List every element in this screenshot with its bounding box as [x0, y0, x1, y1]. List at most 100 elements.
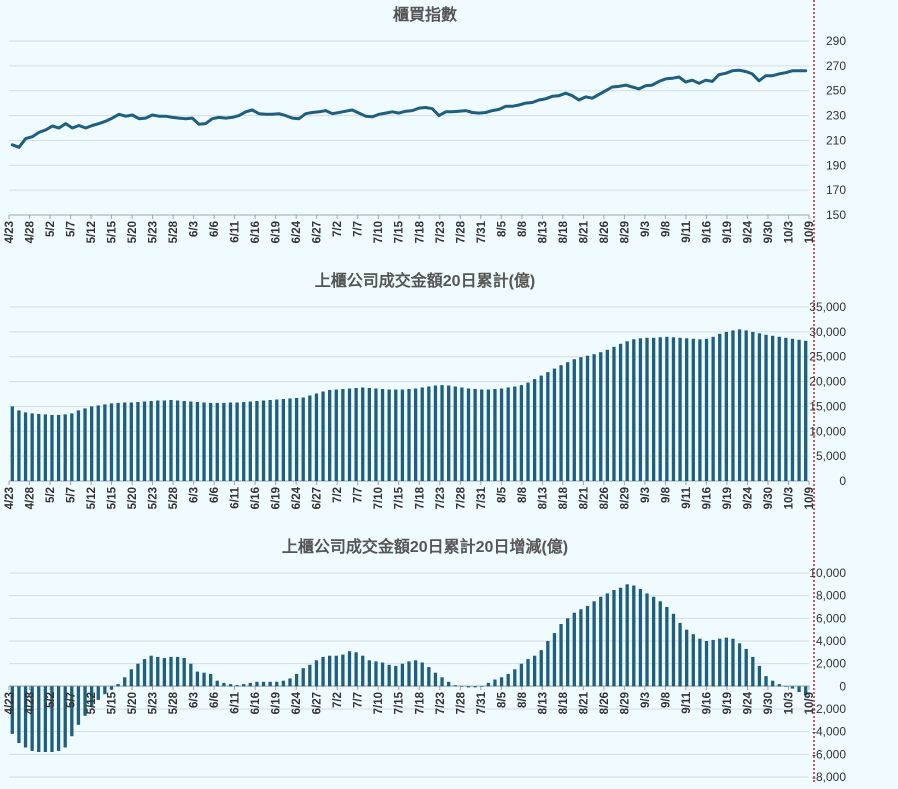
chart-title: 櫃買指數: [393, 5, 457, 24]
line-point: [791, 70, 793, 72]
x-tick-label: 5/15: [107, 220, 119, 243]
line-point: [438, 115, 440, 117]
bar: [513, 669, 517, 687]
x-tick-label: 7/23: [435, 692, 447, 714]
bar: [499, 677, 504, 687]
bar: [255, 401, 259, 481]
x-tick-label: 4/23: [4, 692, 16, 714]
line-point: [718, 74, 720, 76]
bar: [281, 680, 286, 687]
bar: [96, 686, 100, 700]
bar: [413, 660, 418, 687]
bar: [202, 672, 206, 687]
bar: [612, 590, 616, 687]
bar: [228, 402, 233, 481]
x-tick-label: 9/8: [660, 220, 672, 237]
y-tick-label: 270: [826, 59, 846, 73]
bar: [453, 685, 457, 687]
bar: [255, 681, 259, 687]
line-point: [105, 120, 107, 122]
x-tick-label: 9/3: [640, 487, 652, 503]
bar: [724, 637, 729, 687]
bar: [136, 663, 140, 687]
bar: [618, 587, 623, 687]
x-tick-label: 5/12: [86, 692, 98, 714]
x-tick-label: 7/23: [435, 221, 447, 243]
series-line: [10, 68, 808, 149]
bar: [380, 662, 385, 687]
bar: [56, 686, 61, 751]
bar: [387, 389, 391, 481]
line-point: [358, 112, 360, 114]
x-tick-label: 9/16: [701, 487, 713, 509]
line-point: [605, 90, 607, 92]
y-tick-label: 290: [826, 34, 846, 48]
line-point: [218, 116, 220, 118]
bar: [136, 402, 140, 481]
x-tick-label: 9/3: [640, 692, 652, 708]
line-point: [378, 113, 380, 115]
line-point: [111, 117, 113, 119]
x-tick-label: 8/26: [599, 221, 611, 243]
x-tick-label: 5/7: [66, 487, 78, 503]
line-point: [591, 97, 593, 99]
bar: [321, 391, 325, 481]
x-tick-label: 7/2: [332, 221, 344, 237]
bar: [17, 686, 21, 743]
line-point: [645, 85, 647, 87]
x-tick-label: 5/28: [168, 691, 180, 714]
x-tick-label: 6/24: [291, 691, 303, 714]
x-tick-label: 7/28: [455, 486, 467, 509]
x-tick-label: 7/10: [373, 221, 385, 243]
line-point: [38, 131, 40, 133]
x-tick-label: 7/18: [414, 691, 426, 714]
line-point: [538, 99, 540, 101]
bar: [757, 665, 762, 687]
bar: [235, 402, 239, 481]
line-point: [625, 84, 627, 86]
bar: [797, 686, 801, 692]
line-point: [631, 86, 633, 88]
line-point: [158, 115, 160, 117]
bar: [308, 664, 312, 687]
bar: [559, 365, 563, 481]
bar: [513, 386, 517, 481]
line-point: [391, 111, 393, 113]
x-tick-label: 6/11: [230, 486, 242, 508]
bar: [526, 659, 530, 687]
x-tick-label: 7/31: [476, 220, 488, 243]
bar: [347, 651, 352, 687]
line-point: [238, 115, 240, 117]
bar: [268, 400, 272, 481]
bar: [189, 401, 193, 481]
line-point: [365, 115, 367, 117]
line-point: [505, 105, 507, 107]
bar: [308, 395, 312, 481]
y-tick-label: 0: [839, 474, 846, 488]
y-tick-label: -4,000: [812, 725, 846, 739]
x-tick-label: 10/9: [804, 692, 816, 714]
bar: [50, 414, 54, 481]
x-tick-label: 8/8: [517, 220, 529, 237]
bar: [506, 387, 510, 481]
bar: [665, 336, 669, 481]
line-point: [518, 104, 520, 106]
bar: [420, 662, 424, 687]
y-tick-label: 0: [839, 679, 846, 693]
x-tick-label: 6/27: [312, 221, 324, 243]
x-tick-label: 8/29: [619, 221, 631, 243]
line-point: [371, 116, 373, 118]
x-tick-label: 5/28: [168, 486, 180, 509]
chart-marks: [10, 68, 808, 752]
y-tick-label: 15,000: [809, 399, 846, 413]
bar: [23, 412, 28, 481]
bar: [678, 337, 682, 481]
x-tick-label: 6/19: [271, 487, 283, 509]
line-point: [258, 113, 260, 115]
bar: [149, 401, 153, 481]
y-tick-label: 6,000: [816, 611, 846, 625]
line-point: [98, 123, 100, 125]
bar: [757, 333, 762, 481]
bar: [248, 401, 252, 481]
